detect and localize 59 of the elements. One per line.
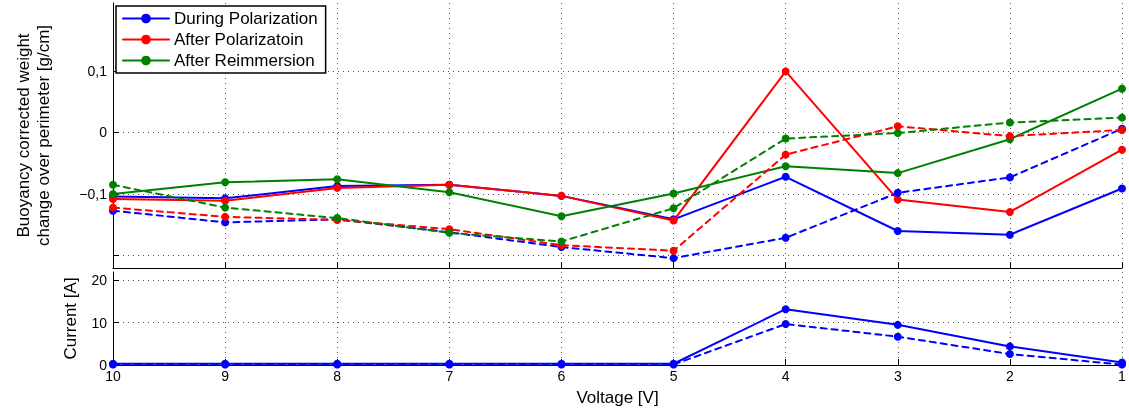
point <box>893 320 902 329</box>
x-tick-label: 2 <box>1005 368 1014 384</box>
point <box>221 212 230 221</box>
point <box>893 129 902 138</box>
point <box>781 67 790 76</box>
y-tick-label: −0,1 <box>79 186 108 203</box>
y-tick-label: 10 <box>91 314 108 331</box>
y-axis-title: Current [A] <box>61 277 81 360</box>
point <box>1005 342 1014 351</box>
point <box>221 203 230 212</box>
point <box>781 172 790 181</box>
x-tick-label: 7 <box>445 368 454 384</box>
point <box>1005 350 1014 359</box>
x-tick-label: 1 <box>1118 368 1127 384</box>
legend-label: After Polarizatoin <box>174 30 304 49</box>
point <box>781 305 790 314</box>
x-tick-label: 8 <box>333 368 342 384</box>
point <box>1005 207 1014 216</box>
legend-label: After Reimmersion <box>174 51 315 70</box>
point <box>781 134 790 143</box>
y-tick-label: 20 <box>91 272 108 289</box>
point <box>445 188 454 197</box>
x-tick-label: 5 <box>669 368 678 384</box>
point <box>893 195 902 204</box>
point <box>333 175 342 184</box>
point <box>1005 230 1014 239</box>
y-tick-label: 0 <box>99 124 108 141</box>
y-tick-label: 0,1 <box>87 62 108 79</box>
point <box>669 246 678 255</box>
y-tick-label: 0 <box>99 357 108 373</box>
point <box>1005 173 1014 182</box>
point <box>893 188 902 197</box>
point <box>781 320 790 328</box>
x-axis-title: Voltage [V] <box>576 388 659 407</box>
point <box>781 233 790 242</box>
point <box>781 162 790 171</box>
point <box>1118 84 1126 93</box>
point <box>893 227 902 236</box>
x-tick-label: 3 <box>893 368 902 384</box>
point <box>893 332 902 341</box>
point <box>557 212 566 221</box>
point <box>1118 184 1126 193</box>
x-tick-label: 9 <box>221 368 230 384</box>
point <box>893 122 902 131</box>
x-tick-label: 4 <box>781 368 790 384</box>
point <box>1118 113 1126 122</box>
point <box>1005 118 1014 127</box>
x-tick-label: 6 <box>557 368 566 384</box>
point <box>669 204 678 213</box>
point <box>221 178 230 187</box>
point <box>1118 145 1126 154</box>
point <box>893 169 902 178</box>
y-axis-title: Buoyancy corrected weight change over perimeter [g/cm] <box>13 24 53 247</box>
legend-label: During Polarization <box>174 9 318 28</box>
point <box>669 254 678 263</box>
point <box>669 189 678 198</box>
point <box>781 150 790 159</box>
point <box>109 180 117 189</box>
point <box>557 237 566 246</box>
